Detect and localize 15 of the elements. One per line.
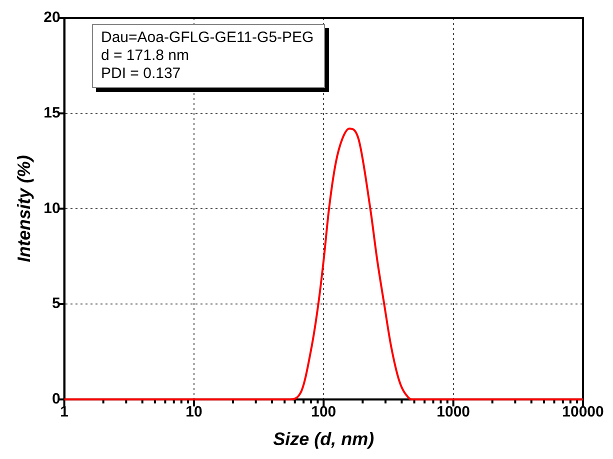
y-axis-title: Intensity (%) [14, 155, 34, 262]
annotation: d = 171.8 nm [101, 47, 190, 65]
x-axis-title: Size (d, nm) [273, 429, 374, 450]
y-tick-label: 10 [44, 200, 60, 217]
annotation: PDI = 0.137 [101, 65, 182, 83]
y-tick-label: 20 [44, 9, 60, 26]
y-tick-label: 15 [44, 104, 60, 122]
y-tick-label: 0 [52, 390, 60, 408]
x-tick-label: 10 [186, 404, 202, 421]
annotation: Dau=Aoa-GFLG-GE11-G5-PEG [101, 29, 314, 47]
x-tick-label: 10000 [562, 404, 604, 421]
y-tick-label: 5 [52, 295, 60, 312]
x-tick-label: 1000 [436, 404, 470, 421]
x-tick-label: 1 [60, 404, 68, 421]
x-tick-label: 100 [311, 404, 336, 421]
